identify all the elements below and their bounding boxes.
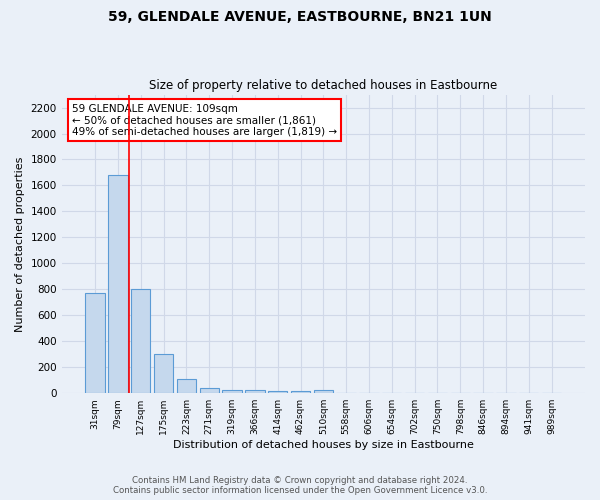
Title: Size of property relative to detached houses in Eastbourne: Size of property relative to detached ho… [149, 79, 497, 92]
Text: Contains HM Land Registry data © Crown copyright and database right 2024.
Contai: Contains HM Land Registry data © Crown c… [113, 476, 487, 495]
Text: 59, GLENDALE AVENUE, EASTBOURNE, BN21 1UN: 59, GLENDALE AVENUE, EASTBOURNE, BN21 1U… [108, 10, 492, 24]
Bar [245, 390, 265, 393]
Bar [223, 390, 242, 393]
Bar [108, 175, 128, 393]
Bar [154, 354, 173, 393]
Bar [268, 390, 287, 393]
Bar [200, 388, 219, 393]
Y-axis label: Number of detached properties: Number of detached properties [15, 156, 25, 332]
Text: 59 GLENDALE AVENUE: 109sqm
← 50% of detached houses are smaller (1,861)
49% of s: 59 GLENDALE AVENUE: 109sqm ← 50% of deta… [72, 104, 337, 136]
Bar [314, 390, 333, 393]
X-axis label: Distribution of detached houses by size in Eastbourne: Distribution of detached houses by size … [173, 440, 474, 450]
Bar [85, 293, 105, 393]
Bar [291, 392, 310, 393]
Bar [177, 379, 196, 393]
Bar [131, 290, 151, 393]
